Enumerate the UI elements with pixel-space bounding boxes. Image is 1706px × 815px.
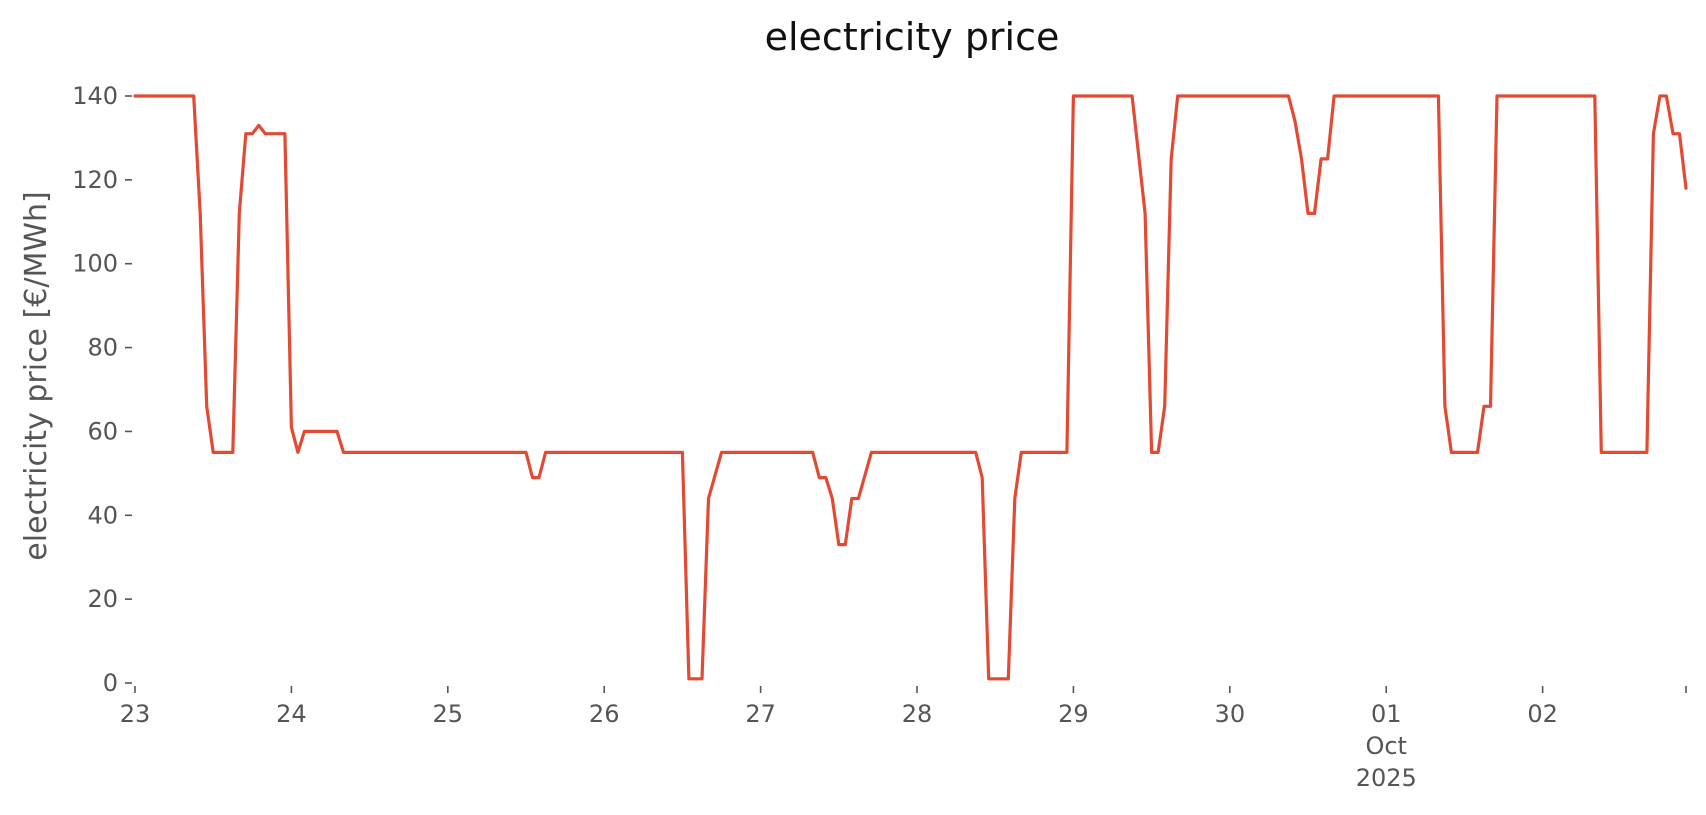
x-tick-label: 02	[1527, 700, 1558, 728]
x-tick-label: 25	[433, 700, 464, 728]
y-tick-label: 60	[87, 417, 118, 445]
y-axis: 0 20 40 60 80 100 120 140	[72, 82, 132, 697]
y-axis-label: electricity price [€/MWh]	[19, 191, 54, 560]
y-tick-label: 140	[72, 82, 118, 110]
y-tick-label: 100	[72, 250, 118, 278]
plot-area	[133, 94, 1688, 681]
y-tick-label: 120	[72, 166, 118, 194]
x-tick-label: 01	[1371, 700, 1402, 728]
x-tick-label: 30	[1215, 700, 1246, 728]
chart-title: electricity price	[765, 15, 1060, 59]
x-tick-label: 26	[589, 700, 620, 728]
x-tick-label: 28	[902, 700, 933, 728]
x-tick-label: 29	[1058, 700, 1089, 728]
y-tick-label: 80	[87, 334, 118, 362]
x-tick-label: 23	[120, 700, 151, 728]
x-tick-label: 24	[276, 700, 307, 728]
x-axis: 23 24 25 26 27 28 29 30 01 Oct 2025 02	[120, 686, 1687, 792]
price-series-line	[133, 94, 1688, 681]
x-tick-label: 27	[745, 700, 776, 728]
y-tick-label: 40	[87, 501, 118, 529]
x-tick-sublabel: Oct	[1365, 732, 1407, 760]
y-tick-label: 20	[87, 585, 118, 613]
y-tick-label: 0	[103, 669, 118, 697]
x-tick-sublabel: 2025	[1356, 764, 1417, 792]
